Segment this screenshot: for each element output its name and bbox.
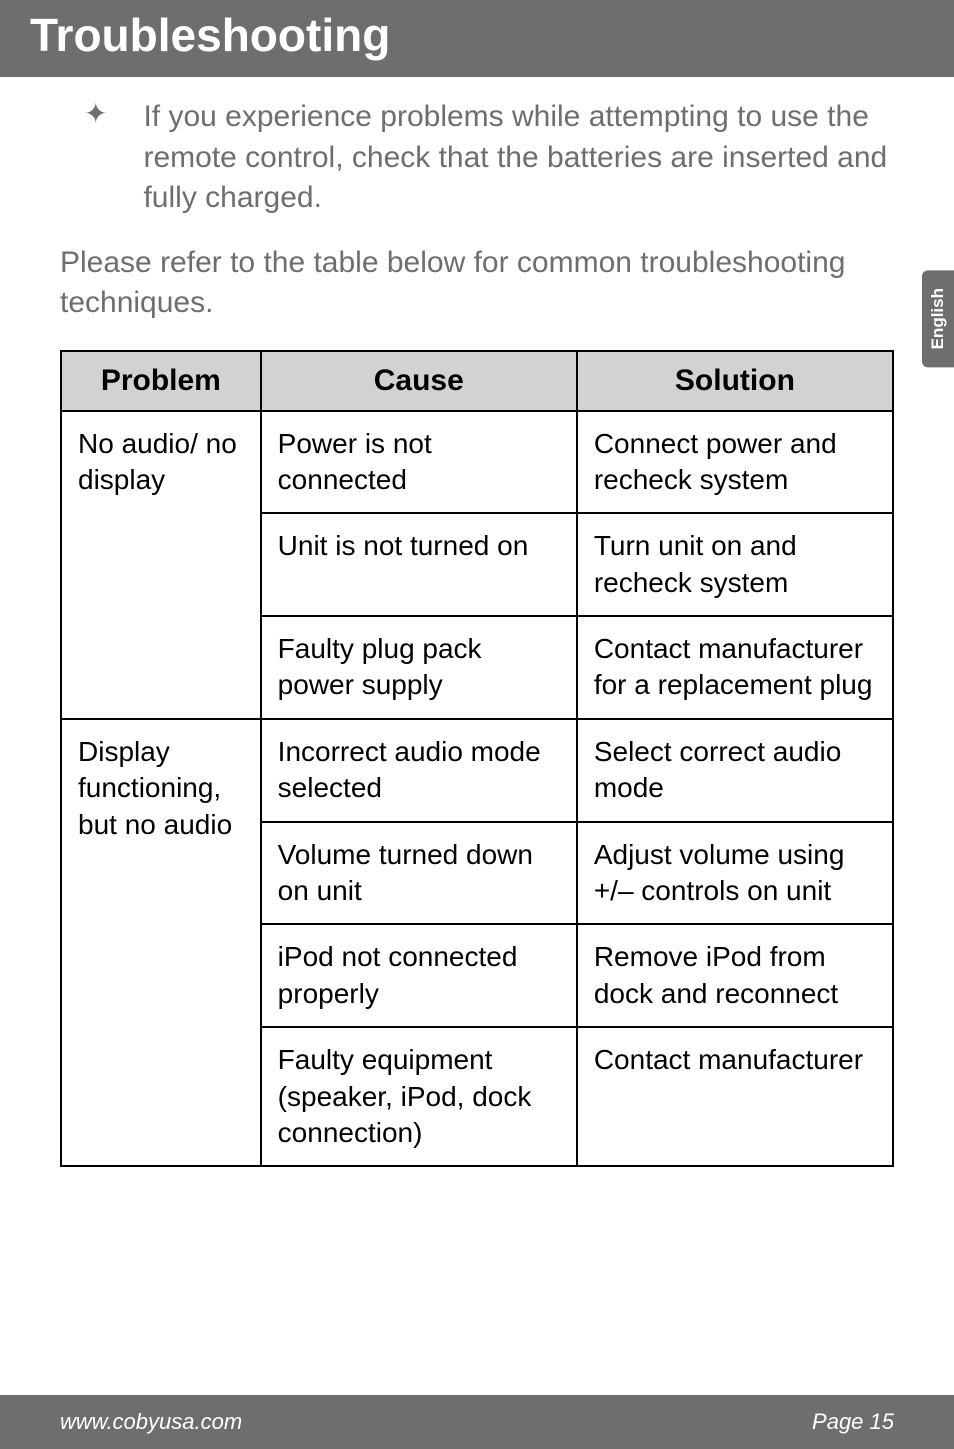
- table-row: No audio/ no display Power is not connec…: [61, 411, 893, 514]
- col-header-solution: Solution: [577, 351, 893, 411]
- cell-solution: Select correct audio mode: [577, 719, 893, 822]
- cell-cause: Incorrect audio mode selected: [261, 719, 577, 822]
- page-title: Troubleshooting: [30, 8, 924, 62]
- cell-problem: Display functioning, but no audio: [61, 719, 261, 1167]
- col-header-cause: Cause: [261, 351, 577, 411]
- cell-cause: Faulty plug pack power supply: [261, 616, 577, 719]
- col-header-problem: Problem: [61, 351, 261, 411]
- bullet-text: If you experience problems while attempt…: [143, 97, 894, 219]
- cell-solution: Turn unit on and recheck system: [577, 513, 893, 616]
- cell-cause: Unit is not turned on: [261, 513, 577, 616]
- footer-url: www.cobyusa.com: [60, 1409, 242, 1435]
- bullet-item: ✦ If you experience problems while attem…: [60, 97, 894, 219]
- cell-solution: Remove iPod from dock and reconnect: [577, 924, 893, 1027]
- star-icon: ✦: [84, 97, 107, 219]
- cell-cause: Power is not connected: [261, 411, 577, 514]
- troubleshooting-table: Problem Cause Solution No audio/ no disp…: [60, 350, 894, 1168]
- footer-bar: www.cobyusa.com Page 15: [0, 1395, 954, 1449]
- cell-solution: Contact manufacturer: [577, 1027, 893, 1166]
- intro-paragraph: Please refer to the table below for comm…: [60, 243, 894, 324]
- cell-cause: Volume turned down on unit: [261, 822, 577, 925]
- page-container: Troubleshooting English ✦ If you experie…: [0, 0, 954, 1449]
- cell-solution: Contact manufacturer for a replacement p…: [577, 616, 893, 719]
- content-area: ✦ If you experience problems while attem…: [0, 77, 954, 1187]
- table-header-row: Problem Cause Solution: [61, 351, 893, 411]
- footer-page-number: Page 15: [812, 1409, 894, 1435]
- cell-solution: Adjust volume using +/– controls on unit: [577, 822, 893, 925]
- language-tab: English: [922, 270, 954, 367]
- table-row: Display functioning, but no audio Incorr…: [61, 719, 893, 822]
- header-bar: Troubleshooting: [0, 0, 954, 77]
- cell-solution: Connect power and recheck system: [577, 411, 893, 514]
- cell-problem: No audio/ no display: [61, 411, 261, 719]
- cell-cause: Faulty equipment (speaker, iPod, dock co…: [261, 1027, 577, 1166]
- cell-cause: iPod not connected properly: [261, 924, 577, 1027]
